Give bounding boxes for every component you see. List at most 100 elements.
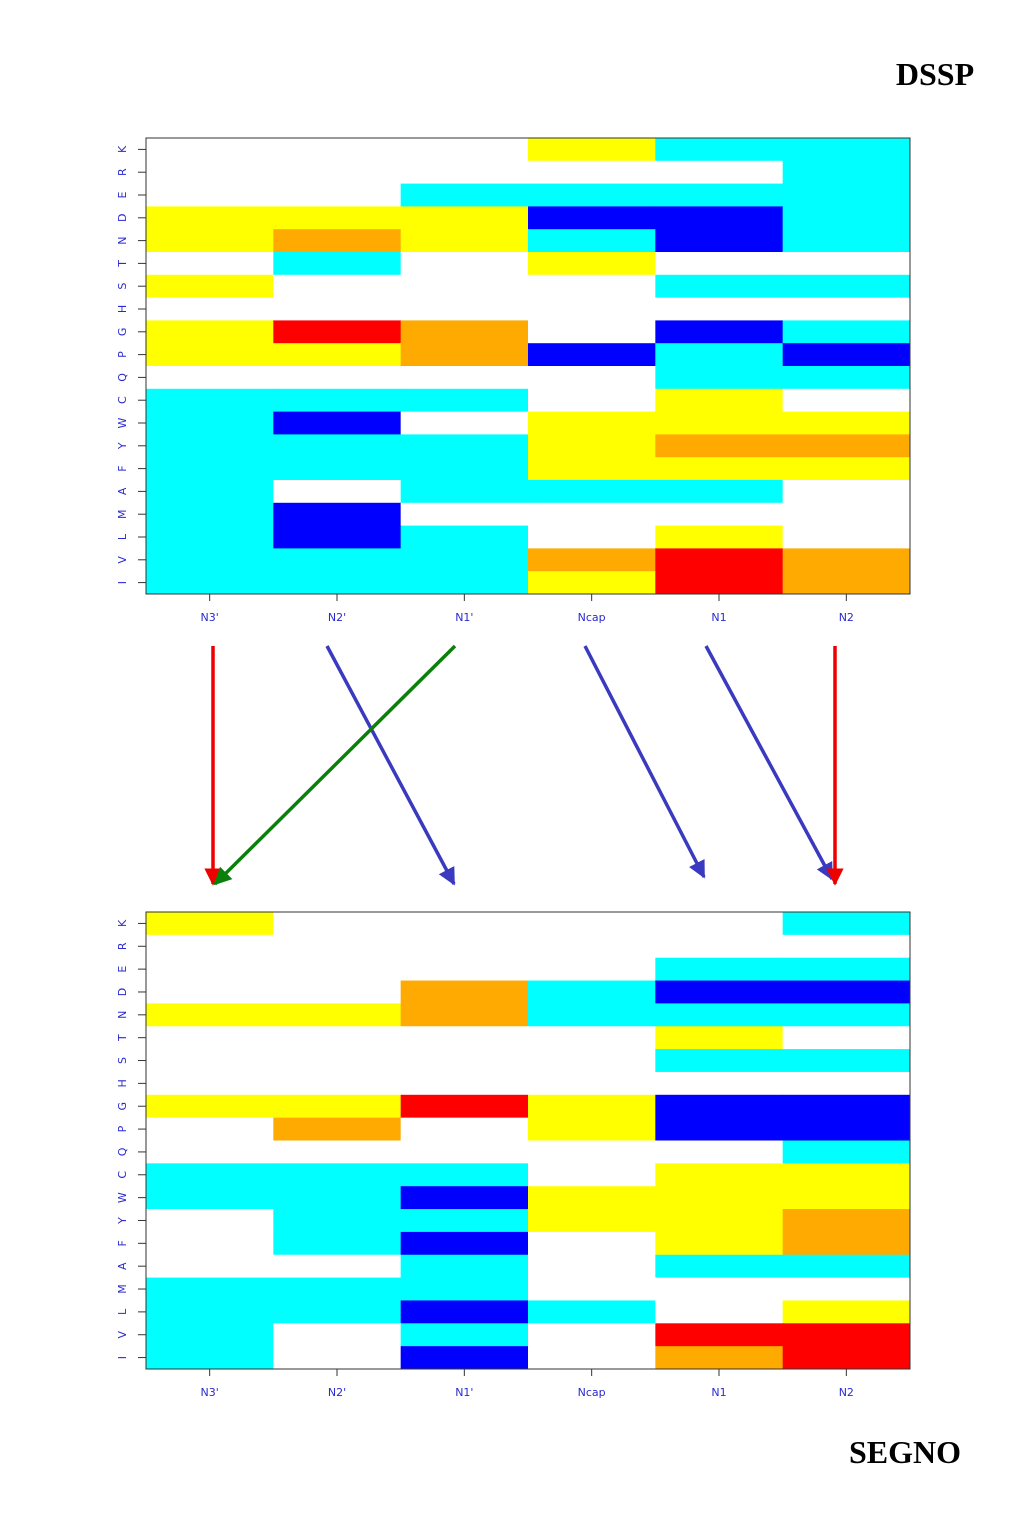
y-tick-label: G xyxy=(116,1102,129,1111)
plot-frame xyxy=(145,911,911,1370)
heat-cell xyxy=(146,1117,274,1141)
heat-cell xyxy=(655,912,784,936)
x-tick-label: N1 xyxy=(711,1386,726,1399)
heat-cell xyxy=(528,1346,656,1370)
heat-cell xyxy=(400,1071,529,1096)
heat-cell xyxy=(655,980,784,1004)
heat-cell xyxy=(528,434,656,458)
heat-cell xyxy=(273,934,402,959)
heat-cell xyxy=(655,1140,784,1164)
heat-cell xyxy=(655,1186,784,1210)
heat-cell xyxy=(273,1231,402,1256)
heat-cell xyxy=(528,525,656,549)
heat-cell xyxy=(146,525,274,549)
heat-cell xyxy=(782,502,911,527)
plot-frame xyxy=(145,137,911,595)
heat-cell xyxy=(782,1163,911,1187)
arrow xyxy=(325,645,456,886)
heat-cell xyxy=(146,252,274,276)
heat-cell xyxy=(655,366,784,390)
heat-cell xyxy=(655,320,784,344)
heat-cell xyxy=(146,1300,274,1324)
heat-cell xyxy=(273,183,402,207)
heat-cell xyxy=(146,183,274,207)
heat-cell xyxy=(146,1049,274,1073)
y-tick-label: D xyxy=(116,988,129,996)
heat-cell xyxy=(400,1254,529,1279)
heat-cell xyxy=(655,1026,784,1050)
y-tick-label: G xyxy=(116,328,129,337)
y-tick-label: F xyxy=(116,465,129,471)
heat-cell xyxy=(400,1003,529,1027)
heat-cell xyxy=(146,1346,274,1370)
heat-cell xyxy=(273,1254,402,1279)
heat-cell xyxy=(655,1300,784,1324)
heat-cell xyxy=(273,1209,402,1233)
y-tick-label: Y xyxy=(116,442,129,450)
heat-cell xyxy=(782,1277,911,1301)
heat-cell xyxy=(528,1277,656,1301)
y-tick-label: R xyxy=(116,168,129,176)
heat-cell xyxy=(273,1049,402,1073)
heat-cell xyxy=(146,1003,274,1027)
heat-cell xyxy=(400,183,529,207)
heat-cell xyxy=(273,320,402,344)
heat-cell xyxy=(655,229,784,253)
heat-cell xyxy=(273,160,402,185)
heat-cell xyxy=(273,1300,402,1324)
heat-cell xyxy=(273,366,402,390)
heat-cell xyxy=(146,548,274,572)
y-tick-label: V xyxy=(116,1330,129,1338)
heat-cell xyxy=(782,525,911,549)
heat-cell xyxy=(400,160,529,185)
heat-cell xyxy=(782,388,911,413)
chart-title: SEGNO xyxy=(849,1434,961,1470)
heat-cell xyxy=(782,912,911,936)
heat-cell xyxy=(782,138,911,162)
heat-cell xyxy=(528,502,656,527)
heat-cell xyxy=(655,525,784,549)
heat-cell xyxy=(273,411,402,435)
heat-cell xyxy=(782,229,911,253)
heat-cell xyxy=(400,206,529,230)
heat-cell xyxy=(782,1254,911,1279)
heat-cell xyxy=(273,1346,402,1370)
heat-cell xyxy=(400,297,529,321)
heat-cell xyxy=(146,206,274,230)
heat-cell xyxy=(655,388,784,413)
heat-cell xyxy=(400,434,529,458)
heat-cell xyxy=(782,1117,911,1141)
heat-cell xyxy=(782,1071,911,1096)
heat-cell xyxy=(528,138,656,162)
arrow xyxy=(213,644,457,886)
y-tick-label: W xyxy=(116,1192,129,1203)
heat-cell xyxy=(782,1140,911,1164)
x-tick-label: Ncap xyxy=(578,611,606,624)
heat-cell xyxy=(782,548,911,572)
y-tick-label: P xyxy=(116,1125,129,1132)
heat-cell xyxy=(273,252,402,276)
heat-cell xyxy=(146,160,274,185)
heat-cell xyxy=(146,571,274,595)
heat-cell xyxy=(528,388,656,413)
heat-cell xyxy=(528,934,656,959)
heat-cell xyxy=(273,274,402,299)
heat-cell xyxy=(528,1140,656,1164)
heat-cell xyxy=(655,160,784,185)
heat-cell xyxy=(528,1186,656,1210)
heat-cell xyxy=(528,957,656,982)
heat-cell xyxy=(528,229,656,253)
heat-cell xyxy=(400,1026,529,1050)
heat-cell xyxy=(528,1209,656,1233)
y-tick-label: M xyxy=(116,1284,129,1294)
y-tick-label: A xyxy=(116,487,129,495)
heat-cell xyxy=(273,1186,402,1210)
heat-cell xyxy=(655,957,784,982)
arrow xyxy=(583,645,706,879)
heat-cell xyxy=(146,320,274,344)
heat-cell xyxy=(782,1346,911,1370)
y-tick-label: E xyxy=(116,191,129,198)
heat-cell xyxy=(273,457,402,481)
y-tick-label: C xyxy=(116,396,129,404)
